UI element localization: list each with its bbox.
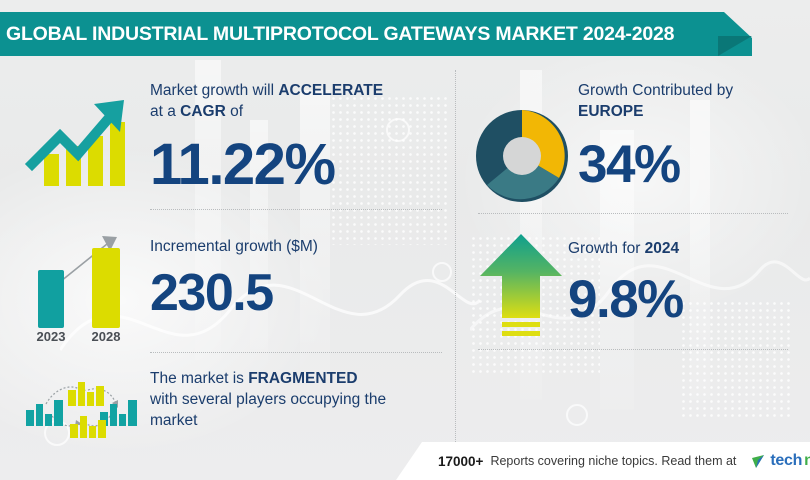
- growth-arrow-chart-icon: [22, 92, 138, 196]
- logo-text-tech: tech: [770, 452, 803, 469]
- footer-bar: 17000+ Reports covering niche topics. Re…: [396, 442, 810, 480]
- fragmentation-plain-1: The market is: [150, 370, 249, 387]
- year-growth-plain: Growth for: [568, 240, 645, 257]
- upward-arrow-icon: [478, 232, 564, 344]
- page-title: GLOBAL INDUSTRIAL MULTIPROTOCOL GATEWAYS…: [6, 22, 675, 45]
- divider-left-upper: [150, 209, 442, 210]
- cagr-block: Market growth will ACCELERATE at a CAGR …: [150, 80, 450, 194]
- fragmentation-line-2: with several players occupying the: [150, 391, 387, 408]
- fragmentation-block: The market is FRAGMENTED with several pl…: [150, 368, 450, 431]
- cagr-caption-bold-1: ACCELERATE: [278, 82, 384, 99]
- cagr-caption-plain-3: of: [225, 103, 244, 120]
- year-growth-block: Growth for 2024 9.8%: [568, 238, 810, 326]
- divider-right-upper: [478, 213, 788, 214]
- header-banner: GLOBAL INDUSTRIAL MULTIPROTOCOL GATEWAYS…: [0, 12, 752, 56]
- year-growth-caption: Growth for 2024: [568, 238, 810, 259]
- europe-caption: Growth Contributed by EUROPE: [578, 80, 810, 122]
- two-bar-comparison-icon: 2023 2028: [18, 228, 142, 344]
- cagr-caption: Market growth will ACCELERATE at a CAGR …: [150, 80, 450, 122]
- footer-report-count: 17000+: [438, 453, 484, 469]
- europe-caption-line-1: Growth Contributed by: [578, 82, 734, 99]
- cagr-caption-plain-2: at a: [150, 103, 181, 120]
- footer-content: 17000+ Reports covering niche topics. Re…: [396, 452, 810, 470]
- cagr-caption-plain-1: Market growth will: [150, 82, 279, 99]
- fragmentation-caption: The market is FRAGMENTED with several pl…: [150, 368, 450, 431]
- divider-right-lower: [478, 349, 788, 350]
- technavio-logo[interactable]: technav: [751, 452, 810, 470]
- logo-text-nav: nav: [804, 452, 810, 469]
- year-growth-bold: 2024: [644, 240, 680, 257]
- europe-caption-bold: EUROPE: [578, 103, 644, 120]
- bar-label-2028: 2028: [92, 329, 121, 344]
- technavio-arrow-icon: [752, 454, 765, 468]
- cagr-value: 11.22%: [150, 132, 336, 197]
- divider-left-lower: [150, 352, 442, 353]
- header-fold-shape: [718, 36, 752, 56]
- incremental-value: 230.5: [150, 264, 274, 322]
- city-clusters-network-icon: [18, 378, 142, 440]
- cagr-caption-bold-2: CAGR: [180, 103, 226, 120]
- incremental-caption: Incremental growth ($M): [150, 238, 318, 255]
- column-divider: [455, 70, 456, 442]
- fragmentation-bold: FRAGMENTED: [248, 370, 358, 387]
- europe-value: 34%: [578, 135, 681, 194]
- donut-chart-icon: [474, 108, 570, 204]
- bar-label-2023: 2023: [37, 329, 66, 344]
- europe-contribution-block: Growth Contributed by EUROPE 34%: [578, 80, 810, 191]
- incremental-growth-block: Incremental growth ($M) 230.5: [150, 236, 450, 319]
- fragmentation-line-3: market: [150, 412, 198, 429]
- footer-text: Reports covering niche topics. Read them…: [490, 454, 737, 468]
- year-growth-value: 9.8%: [568, 270, 684, 329]
